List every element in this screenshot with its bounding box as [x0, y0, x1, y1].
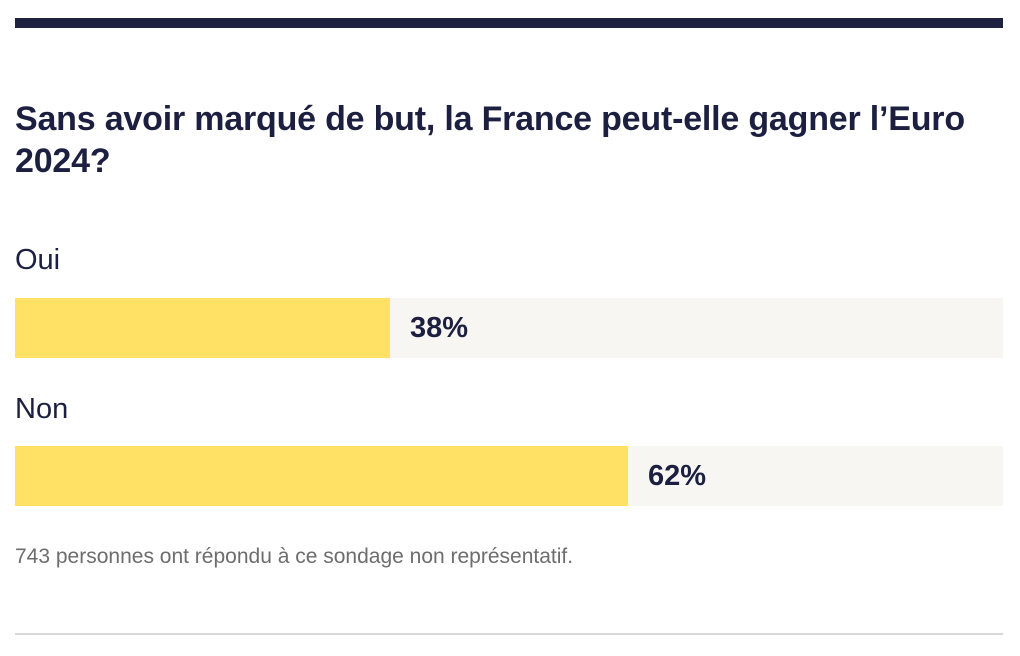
- top-divider: [15, 18, 1003, 28]
- result-bar-non: 62%: [15, 446, 1003, 506]
- option-label-non: Non: [15, 393, 69, 425]
- bottom-divider: [15, 633, 1003, 635]
- result-bar-fill-oui: [15, 298, 390, 358]
- result-bar-oui: 38%: [15, 298, 1003, 358]
- result-percent-non: 62%: [648, 460, 707, 492]
- poll-question: Sans avoir marqué de but, la France peut…: [15, 100, 965, 180]
- result-percent-oui: 38%: [410, 312, 469, 344]
- poll-footnote: 743 personnes ont répondu à ce sondage n…: [15, 545, 574, 568]
- option-label-oui: Oui: [15, 244, 61, 276]
- result-bar-fill-non: [15, 446, 628, 506]
